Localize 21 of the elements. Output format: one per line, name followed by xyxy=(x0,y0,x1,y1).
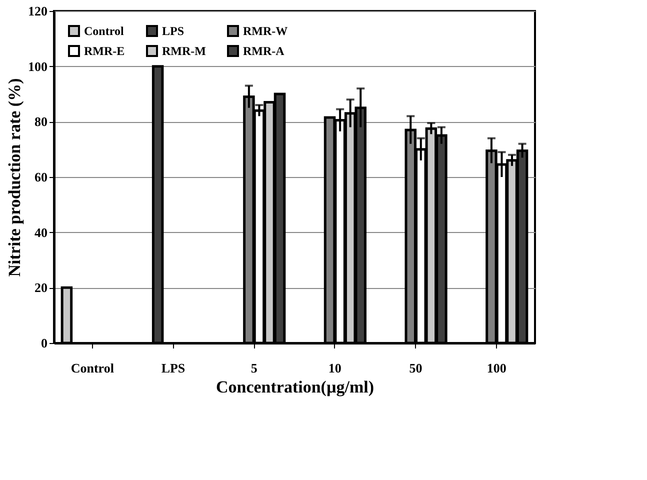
y-tick-label: 80 xyxy=(34,114,48,130)
y-tick-label: 60 xyxy=(34,170,48,184)
legend-label: Control xyxy=(84,24,124,38)
x-tick-label: Control xyxy=(70,360,114,376)
x-axis-title: Concentration(µg/ml) xyxy=(216,378,374,396)
x-tick-label: 5 xyxy=(250,360,258,376)
x-tick-label: 50 xyxy=(409,360,422,376)
legend-label: RMR-W xyxy=(243,24,288,38)
x-tick-label: LPS xyxy=(161,360,186,376)
y-tick-label: 0 xyxy=(41,336,48,350)
legend-label: RMR-E xyxy=(84,44,125,58)
legend-label: LPS xyxy=(162,24,184,38)
y-tick-label: 20 xyxy=(34,280,48,296)
y-axis-title: Nitrite production rate (%) xyxy=(5,78,24,277)
y-tick-label: 120 xyxy=(28,4,48,18)
x-tick-label: 10 xyxy=(328,360,342,376)
legend-label: RMR-M xyxy=(162,44,206,58)
y-tick-label: 100 xyxy=(28,58,48,74)
y-tick-label: 40 xyxy=(34,224,48,240)
x-tick-label: 100 xyxy=(486,360,506,376)
legend-label: RMR-A xyxy=(243,44,285,58)
